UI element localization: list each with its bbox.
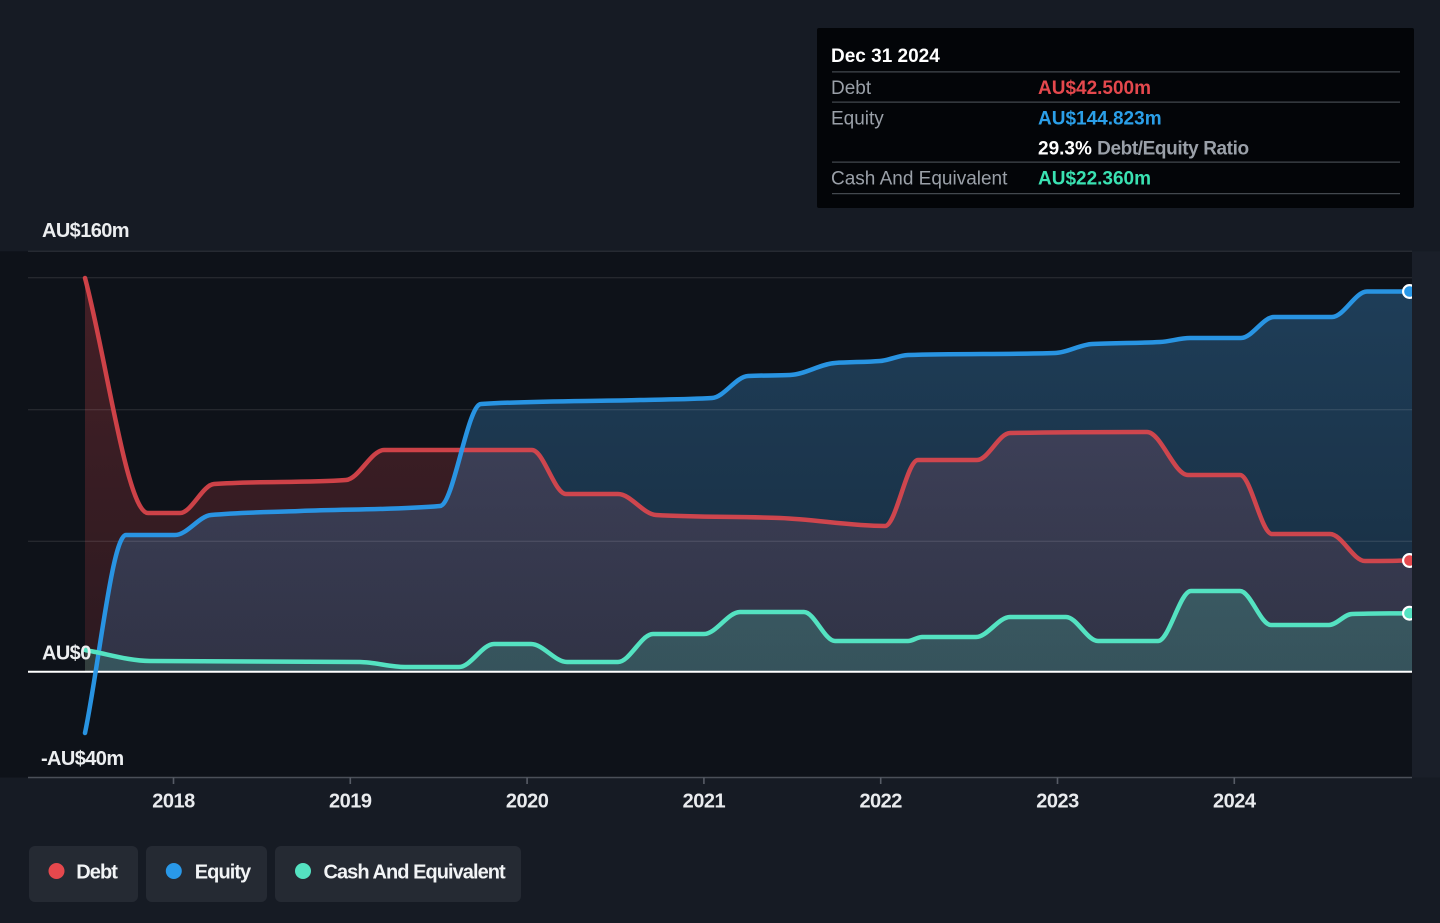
svg-text:2023: 2023 bbox=[1036, 791, 1079, 813]
svg-text:Debt: Debt bbox=[831, 78, 872, 99]
svg-text:Equity: Equity bbox=[195, 862, 252, 884]
svg-text:2022: 2022 bbox=[859, 791, 902, 813]
svg-text:-AU$40m: -AU$40m bbox=[41, 748, 124, 770]
svg-text:AU$22.360m: AU$22.360m bbox=[1038, 169, 1151, 190]
svg-text:Equity: Equity bbox=[831, 109, 884, 130]
svg-text:2020: 2020 bbox=[506, 791, 549, 813]
svg-text:Debt: Debt bbox=[76, 862, 118, 884]
svg-text:AU$42.500m: AU$42.500m bbox=[1038, 78, 1151, 99]
svg-text:Cash And Equivalent: Cash And Equivalent bbox=[831, 169, 1008, 190]
svg-text:AU$144.823m: AU$144.823m bbox=[1038, 109, 1162, 130]
svg-text:Dec 31 2024: Dec 31 2024 bbox=[831, 46, 940, 67]
svg-text:2024: 2024 bbox=[1213, 791, 1257, 813]
svg-text:Cash And Equivalent: Cash And Equivalent bbox=[324, 862, 507, 884]
svg-text:2018: 2018 bbox=[152, 791, 195, 813]
svg-text:29.3% Debt/Equity Ratio: 29.3% Debt/Equity Ratio bbox=[1038, 139, 1249, 160]
svg-text:AU$160m: AU$160m bbox=[42, 220, 129, 242]
svg-text:2021: 2021 bbox=[683, 791, 726, 813]
svg-text:AU$0: AU$0 bbox=[42, 643, 91, 665]
svg-text:2019: 2019 bbox=[329, 791, 372, 813]
